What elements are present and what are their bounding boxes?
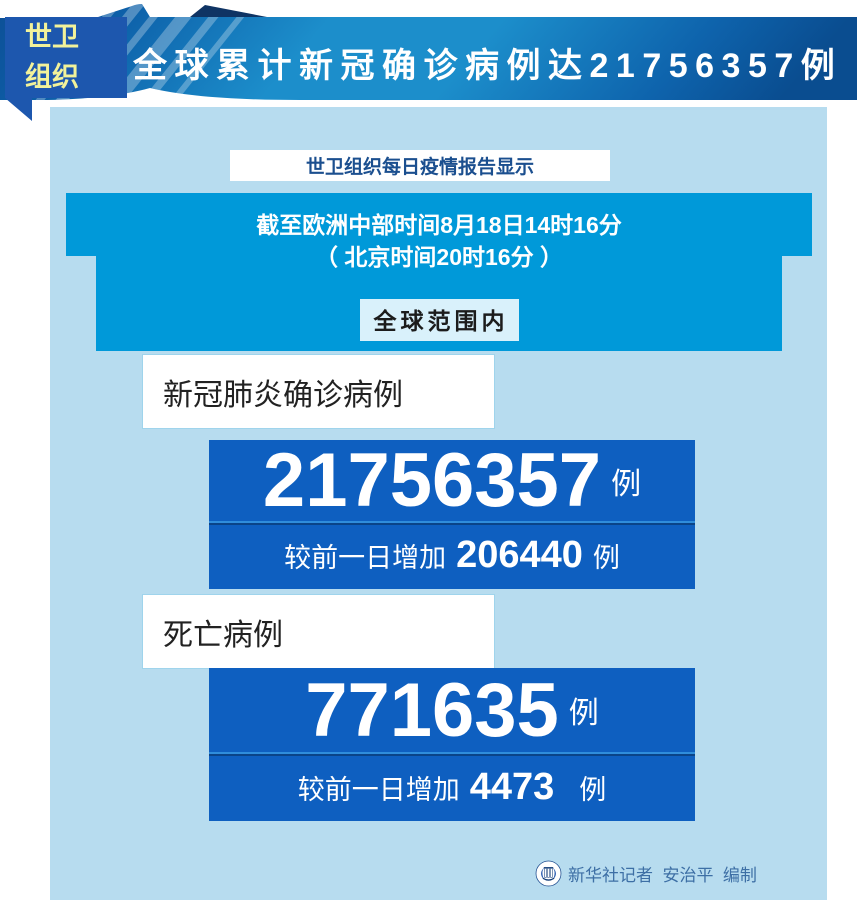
svg-text:组织: 组织 [25,61,79,92]
svg-text:世卫: 世卫 [25,22,79,52]
